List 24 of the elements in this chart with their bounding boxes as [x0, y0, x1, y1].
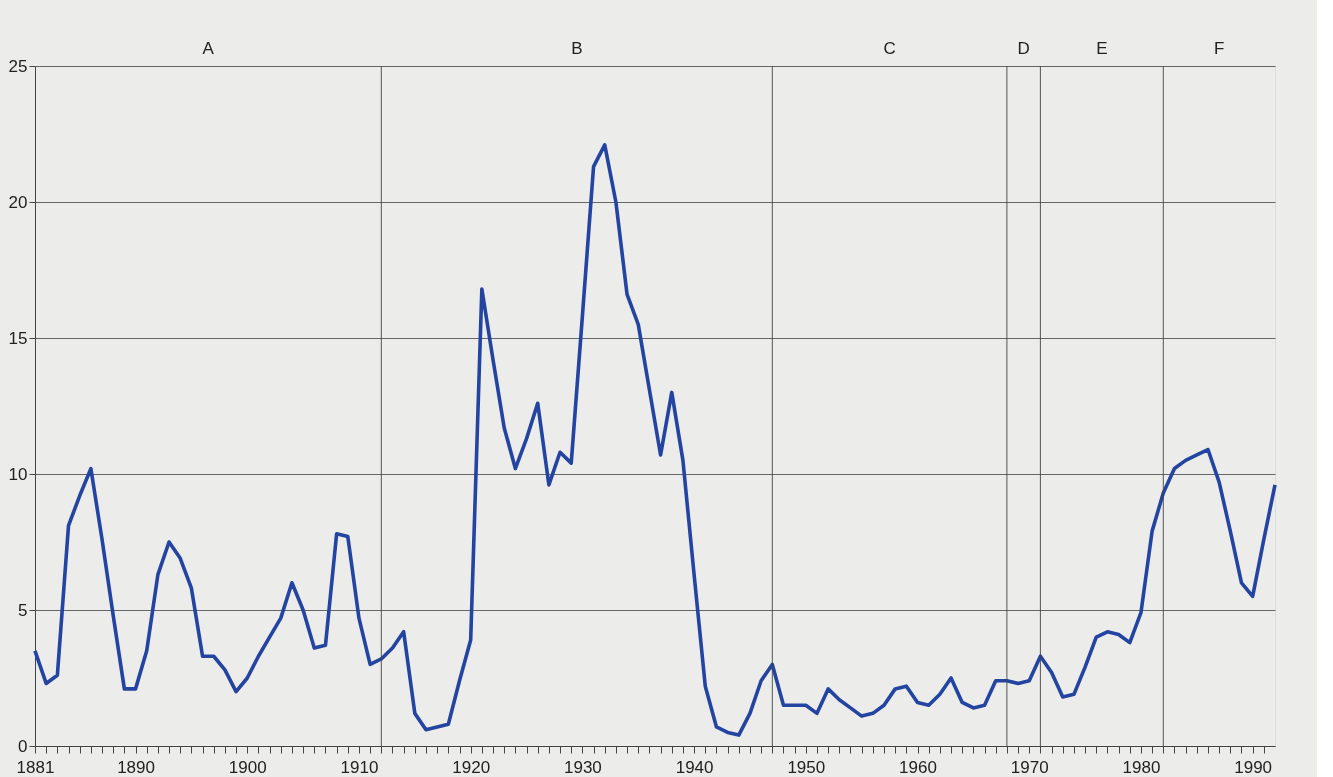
y-tick-label: 15 — [8, 328, 28, 348]
x-tick-label: 1930 — [563, 757, 602, 777]
y-tick-label: 25 — [8, 56, 28, 76]
y-tick-label: 20 — [8, 192, 28, 212]
x-tick-label: 1910 — [340, 757, 379, 777]
x-tick-label: 1900 — [228, 757, 267, 777]
x-tick-label: 1940 — [675, 757, 714, 777]
x-tick-label: 1890 — [117, 757, 155, 777]
x-tick-label: 1881 — [16, 757, 55, 777]
text: C — [883, 39, 896, 58]
y-tick-label: 5 — [18, 600, 28, 620]
x-tick-label: 1950 — [787, 757, 826, 777]
x-tick-label: 1980 — [1122, 757, 1161, 777]
x-tick-label: 1970 — [1010, 757, 1049, 777]
x-tick-label: 1990 — [1234, 757, 1273, 777]
y-tick-label: 0 — [18, 736, 28, 756]
y-tick-label: 10 — [8, 464, 28, 484]
text: B — [571, 39, 583, 58]
text: A — [202, 39, 215, 58]
text: F — [1213, 39, 1225, 58]
text: E — [1096, 39, 1108, 58]
x-tick-label: 1960 — [899, 757, 937, 777]
x-tick-label: 1920 — [452, 757, 491, 777]
text: D — [1017, 39, 1030, 58]
